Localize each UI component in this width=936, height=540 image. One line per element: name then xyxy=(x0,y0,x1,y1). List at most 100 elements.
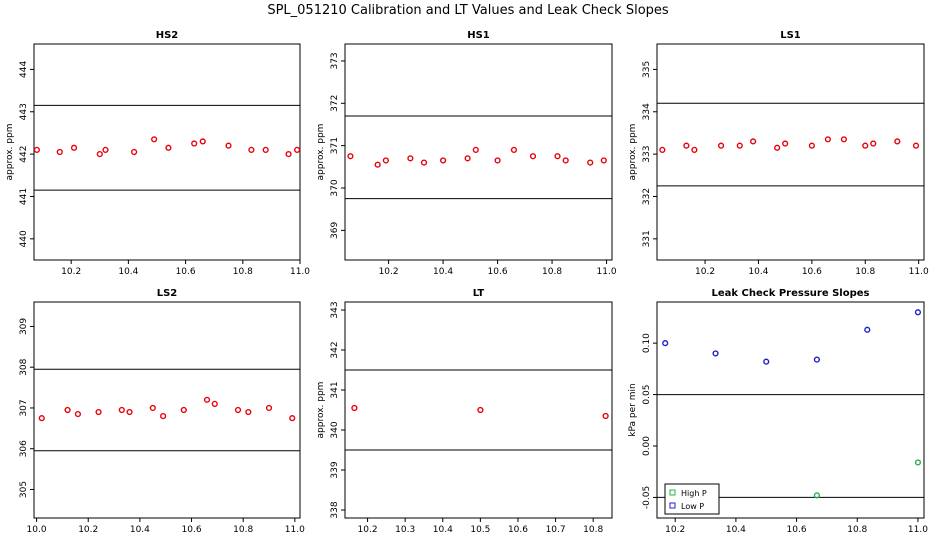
y-tick-label: 339 xyxy=(330,461,340,478)
panel-title: Leak Check Pressure Slopes xyxy=(712,288,870,299)
y-axis-label: approx. ppm xyxy=(628,124,638,181)
y-tick-label: 370 xyxy=(330,179,340,196)
data-point xyxy=(554,153,561,160)
x-tick-label: 10.4 xyxy=(433,267,453,277)
y-tick-label: 309 xyxy=(19,318,29,335)
legend: High P Low P xyxy=(664,483,720,515)
data-point xyxy=(199,138,206,145)
data-point xyxy=(477,406,484,414)
data-point xyxy=(64,406,71,414)
x-tick-label: 11.0 xyxy=(908,525,928,535)
x-tick-label: 10.0 xyxy=(27,525,47,535)
data-point xyxy=(407,155,414,162)
data-point xyxy=(289,415,296,422)
legend-swatch-low-p xyxy=(669,502,676,509)
x-tick-label: 10.2 xyxy=(78,525,98,535)
panel-title: HS2 xyxy=(156,30,179,41)
plot-frame xyxy=(344,301,613,519)
x-tick-label: 10.4 xyxy=(433,525,453,535)
data-point xyxy=(165,144,172,151)
chart-panel-1: HS2 10.2 10.4 10.6 10.8 11.0 440 441 442 443 444 ap… xyxy=(5,30,310,277)
chart-panel-4: LS2 10.0 10.2 10.4 10.6 10.8 11.0 305 306 307 308 3… xyxy=(19,288,305,535)
data-point xyxy=(439,157,447,164)
x-tick-label: 11.0 xyxy=(290,267,310,277)
y-tick-label: 440 xyxy=(19,230,29,247)
x-tick-label: 11.0 xyxy=(909,267,929,277)
plot-frame xyxy=(656,43,925,261)
data-point-low-p xyxy=(712,350,719,357)
data-point xyxy=(894,138,901,145)
y-axis-label: approx. ppm xyxy=(316,124,326,181)
x-tick-label: 10.6 xyxy=(508,525,528,535)
panel-title: LS2 xyxy=(157,288,178,299)
y-tick-label: 335 xyxy=(642,61,652,78)
data-point-high-p xyxy=(914,459,922,466)
y-tick-label: 308 xyxy=(19,358,29,375)
data-point-low-p xyxy=(914,309,922,316)
data-point xyxy=(203,396,211,403)
data-point xyxy=(782,140,789,147)
y-axis-label: approx. ppm xyxy=(316,382,326,439)
data-point xyxy=(683,142,690,149)
y-tick-label: 442 xyxy=(19,146,29,163)
data-point xyxy=(151,136,158,143)
data-point xyxy=(562,157,569,164)
data-point xyxy=(33,146,40,153)
x-tick-label: 10.3 xyxy=(395,525,415,535)
y-tick-label: 342 xyxy=(330,341,340,358)
y-tick-label: 441 xyxy=(19,188,29,205)
x-tick-label: 10.8 xyxy=(233,267,253,277)
x-tick-label: 10.6 xyxy=(176,267,196,277)
data-point xyxy=(234,406,242,414)
chart-panel-3: LS1 10.2 10.4 10.6 10.8 11.0 331 332 333 334 335 ap… xyxy=(628,30,929,277)
y-tick-label: 373 xyxy=(330,52,340,69)
data-point xyxy=(529,153,537,160)
chart-panel-6: Leak Check Pressure Slopes 10.2 10.4 10.6 10… xyxy=(628,288,928,535)
data-point-low-p xyxy=(813,356,820,363)
data-point xyxy=(374,161,381,168)
y-axis-label: approx. ppm xyxy=(5,124,15,181)
data-point xyxy=(38,415,45,422)
data-point xyxy=(351,404,358,412)
x-tick-label: 10.6 xyxy=(802,267,822,277)
data-point xyxy=(56,148,63,156)
data-point xyxy=(808,142,815,149)
data-point xyxy=(225,142,232,149)
x-tick-label: 10.2 xyxy=(379,267,399,277)
x-tick-label: 10.2 xyxy=(61,267,81,277)
chart-panel-5: LT 10.2 10.3 10.4 10.5 10.6 10.7 10.8 338 339 340 3… xyxy=(316,288,613,535)
data-point xyxy=(262,146,269,153)
data-point xyxy=(191,140,198,147)
data-point xyxy=(870,140,877,147)
y-tick-label: 306 xyxy=(19,440,29,457)
data-point xyxy=(131,148,138,156)
data-point xyxy=(494,157,501,164)
data-point xyxy=(265,404,273,412)
data-point xyxy=(736,142,743,149)
data-point xyxy=(149,404,156,412)
y-tick-label: 305 xyxy=(19,481,29,498)
x-tick-label: 10.8 xyxy=(855,267,875,277)
data-point xyxy=(95,408,102,416)
data-point xyxy=(587,159,594,166)
data-point xyxy=(96,151,103,158)
data-point xyxy=(248,146,255,153)
y-axis-label: kPa per min xyxy=(628,383,638,436)
data-point-low-p xyxy=(662,340,669,347)
x-tick-label: 10.7 xyxy=(546,525,566,535)
x-tick-label: 10.4 xyxy=(118,267,138,277)
y-tick-label: 372 xyxy=(330,95,340,112)
x-tick-label: 10.5 xyxy=(470,525,490,535)
panel-title: LS1 xyxy=(780,30,801,41)
y-tick-label: 307 xyxy=(19,399,29,416)
data-point xyxy=(602,412,609,420)
legend-label: High P xyxy=(681,489,707,498)
y-tick-label: 371 xyxy=(330,137,340,154)
data-point xyxy=(750,138,757,145)
y-tick-label: 334 xyxy=(642,103,652,120)
x-tick-label: 10.8 xyxy=(847,525,867,535)
data-point-high-p xyxy=(813,492,820,499)
y-tick-label: 333 xyxy=(642,146,652,163)
x-tick-label: 10.6 xyxy=(488,267,508,277)
data-point xyxy=(420,159,428,166)
